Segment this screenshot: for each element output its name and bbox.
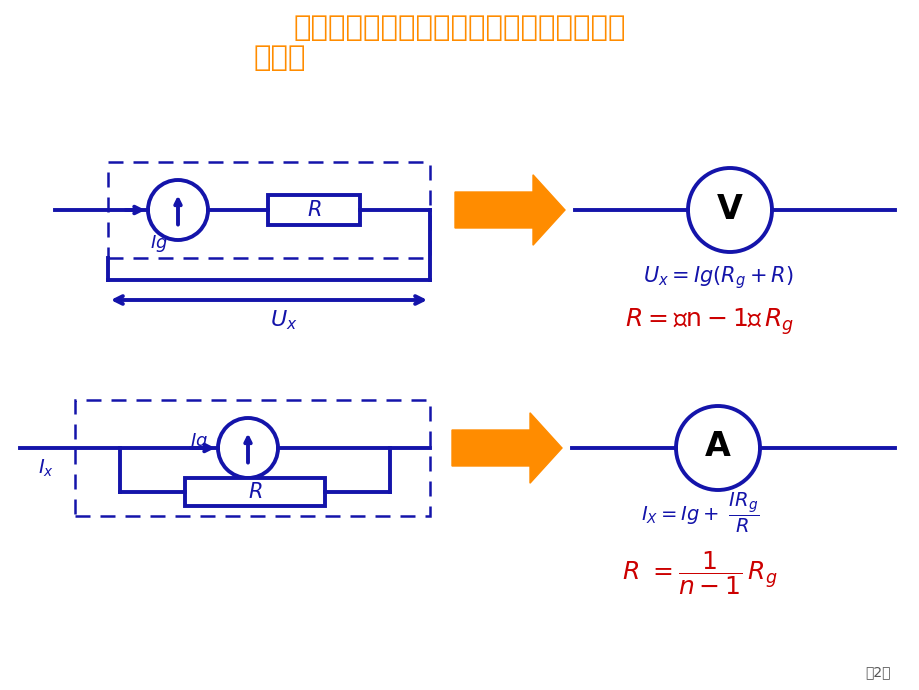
Text: $\mathit{I_x}$: $\mathit{I_x}$: [38, 458, 54, 480]
Polygon shape: [451, 413, 562, 483]
Bar: [108, 162, 429, 258]
Text: $\mathit{Ig}$: $\mathit{Ig}$: [190, 431, 208, 452]
Text: 第2页: 第2页: [864, 665, 890, 679]
Circle shape: [687, 168, 771, 252]
Bar: [267, 195, 359, 225]
Text: $\mathit{I_X=Ig+\ \dfrac{IR_g}{R}}$: $\mathit{I_X=Ig+\ \dfrac{IR_g}{R}}$: [640, 491, 758, 535]
Text: $\mathit{R}$: $\mathit{R}$: [247, 482, 262, 502]
Bar: [185, 478, 324, 506]
Text: $\mathit{R}=\mathrm{（n-}1\mathrm{）}\,\mathit{R_g}$: $\mathit{R}=\mathrm{（n-}1\mathrm{）}\,\ma…: [625, 306, 794, 337]
Circle shape: [218, 418, 278, 478]
Polygon shape: [455, 175, 564, 245]
Circle shape: [675, 406, 759, 490]
Circle shape: [148, 180, 208, 240]
Bar: [75, 400, 429, 516]
Text: $\mathit{U_x}$: $\mathit{U_x}$: [270, 308, 298, 332]
Text: $\mathit{R}$: $\mathit{R}$: [306, 200, 321, 220]
Text: $\mathbf{A}$: $\mathbf{A}$: [703, 431, 731, 464]
Text: 电流表: 电流表: [254, 44, 306, 72]
Text: 一、回顾：将电流表改装成电压表和大量程: 一、回顾：将电流表改装成电压表和大量程: [293, 14, 626, 42]
Text: $\mathit{R}\ =\dfrac{1}{n-1}\,\mathit{R_g}$: $\mathit{R}\ =\dfrac{1}{n-1}\,\mathit{R_…: [621, 549, 777, 597]
Text: $\mathit{U_x=Ig(R_g+R)}$: $\mathit{U_x=Ig(R_g+R)}$: [642, 264, 792, 291]
Text: $\mathit{Ig}$: $\mathit{Ig}$: [150, 233, 168, 254]
Text: $\mathbf{V}$: $\mathbf{V}$: [715, 193, 743, 226]
